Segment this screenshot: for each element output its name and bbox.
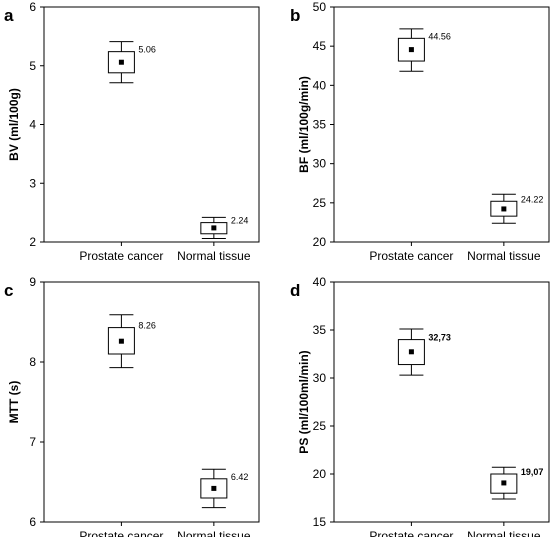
- panel-a-y-tick-label: 5: [29, 59, 36, 73]
- panel-a-y-axis-label: BV (ml/100g): [7, 88, 21, 161]
- panel-b-category-label: Prostate cancer: [369, 249, 453, 263]
- panel-d-value-label: 32,73: [428, 333, 451, 343]
- panel-a-y-tick-label: 6: [29, 0, 36, 14]
- panel-a-y-tick-label: 2: [29, 235, 36, 249]
- panel-d-y-tick-label: 15: [313, 515, 327, 529]
- panel-b-category-label: Normal tissue: [467, 249, 541, 263]
- panel-a-plot-frame: [43, 6, 260, 243]
- panel-a-value-label: 2.24: [231, 216, 249, 226]
- panel-a-y-tick-label: 3: [29, 176, 36, 190]
- panel-d-value-label: 19,07: [521, 467, 544, 477]
- panel-a-mean-marker: [211, 225, 217, 231]
- panel-d-letter: d: [290, 281, 300, 300]
- panel-b-mean-marker: [408, 47, 414, 53]
- panel-b-y-tick-label: 50: [313, 0, 327, 14]
- panel-a-category-label: Normal tissue: [177, 249, 251, 263]
- panel-d-category-label: Normal tissue: [467, 529, 541, 537]
- panel-b-y-tick-label: 40: [313, 78, 327, 92]
- panel-a-y-tick-label: 4: [29, 118, 36, 132]
- panel-c-value-label: 6.42: [231, 472, 249, 482]
- panel-d-y-axis-label: PS (ml/100ml/min): [297, 350, 311, 453]
- panel-b-mean-marker: [501, 206, 507, 212]
- panel-c-y-tick-label: 8: [29, 355, 36, 369]
- panel-c-y-axis-label: MTT (s): [7, 381, 21, 424]
- panel-c-category-label: Normal tissue: [177, 529, 251, 537]
- panel-c-category-label: Prostate cancer: [79, 529, 163, 537]
- panel-d-y-tick-label: 40: [313, 275, 327, 289]
- panel-d-box: [397, 339, 425, 366]
- panel-d-category-label: Prostate cancer: [369, 529, 453, 537]
- panel-b-value-label: 44.56: [428, 31, 451, 41]
- panel-a-category-label: Prostate cancer: [79, 249, 163, 263]
- panel-a-value-label: 5.06: [138, 45, 156, 55]
- panel-c-y-tick-label: 7: [29, 435, 36, 449]
- panel-b-y-tick-label: 20: [313, 235, 327, 249]
- panel-c-y-tick-label: 6: [29, 515, 36, 529]
- panel-d-mean-marker: [501, 480, 507, 486]
- panel-b-y-tick-label: 30: [313, 157, 327, 171]
- panel-d-y-tick-label: 20: [313, 467, 327, 481]
- panel-c-mean-marker: [211, 485, 217, 491]
- panel-b-y-tick-label: 25: [313, 196, 327, 210]
- panel-b-y-axis-label: BF (ml/100g/min): [297, 76, 311, 173]
- panel-d-y-tick-label: 35: [313, 323, 327, 337]
- panel-c-letter: c: [4, 281, 13, 300]
- panel-d-y-tick-label: 30: [313, 371, 327, 385]
- panel-d-y-tick-label: 25: [313, 419, 327, 433]
- panel-c-mean-marker: [118, 338, 124, 344]
- panel-a-letter: a: [4, 6, 14, 25]
- panel-a-mean-marker: [118, 59, 124, 65]
- panel-c-value-label: 8.26: [138, 321, 156, 331]
- panel-b-y-tick-label: 35: [313, 118, 327, 132]
- panel-b-value-label: 24.22: [521, 194, 544, 204]
- panel-c-y-tick-label: 9: [29, 275, 36, 289]
- panel-b-y-tick-label: 45: [313, 39, 327, 53]
- panel-d-mean-marker: [408, 349, 414, 355]
- panel-b-letter: b: [290, 6, 300, 25]
